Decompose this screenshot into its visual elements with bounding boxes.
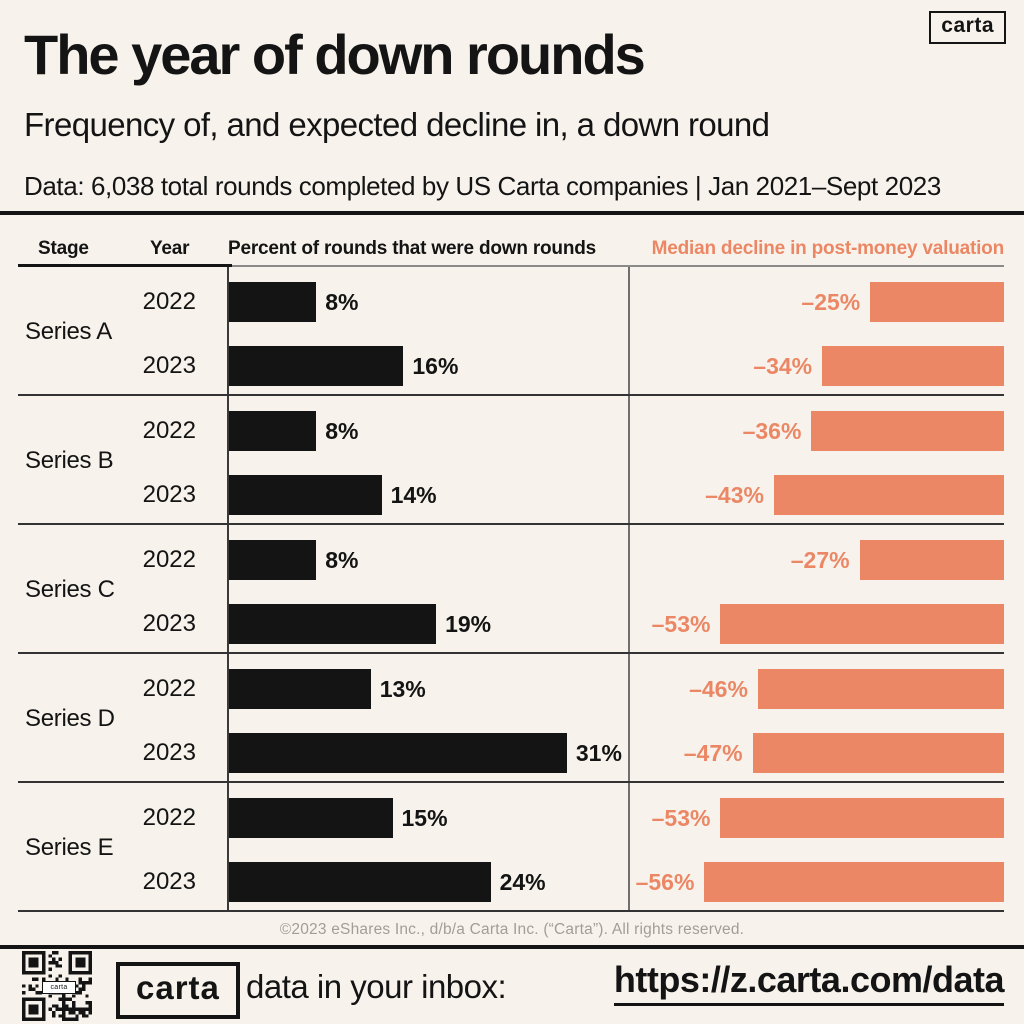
median-decline-bar: [822, 346, 1004, 386]
down-round-value: 14%: [390, 481, 437, 508]
year-label: 2023: [142, 610, 196, 637]
median-decline-bar: [720, 798, 1004, 838]
panel-divider-line: [628, 267, 630, 912]
median-decline-value: –47%: [683, 739, 743, 766]
year-label: 2023: [142, 868, 196, 895]
left-axis-line: [227, 267, 229, 912]
page-subtitle: Frequency of, and expected decline in, a…: [24, 106, 770, 143]
table-group: Series E 2022 15% –53% 2023 24% –56%: [0, 783, 1024, 912]
median-decline-value: –56%: [635, 868, 695, 895]
down-round-value: 8%: [325, 546, 359, 573]
stage-label: Series D: [25, 704, 115, 732]
down-round-bar: [229, 346, 404, 386]
stage-label: Series C: [25, 575, 115, 603]
median-decline-value: –34%: [753, 352, 813, 379]
down-round-value: 31%: [575, 739, 622, 766]
down-round-value: 8%: [325, 417, 359, 444]
table-group: Series B 2022 8% –36% 2023 14% –43%: [0, 396, 1024, 525]
stage-label: Series B: [25, 446, 114, 474]
row-divider: [18, 910, 1004, 912]
median-decline-bar: [720, 604, 1004, 644]
median-decline-bar: [773, 475, 1004, 515]
stage-label: Series E: [25, 833, 114, 861]
median-decline-value: –53%: [651, 610, 711, 637]
year-label: 2022: [142, 417, 196, 444]
table-group: Series C 2022 8% –27% 2023 19% –53%: [0, 525, 1024, 654]
down-round-value: 15%: [401, 804, 448, 831]
header-underline-thin: [232, 265, 1004, 267]
median-decline-value: –46%: [689, 675, 748, 702]
down-round-bar: [229, 540, 317, 580]
median-decline-value: –25%: [801, 288, 861, 315]
data-source-note: Data: 6,038 total rounds completed by US…: [24, 171, 941, 201]
stage-label: Series A: [25, 317, 112, 345]
year-label: 2022: [142, 288, 196, 315]
median-decline-bar: [870, 282, 1004, 322]
column-header-down-rounds: Percent of rounds that were down rounds: [228, 238, 597, 259]
header-underline: [18, 264, 232, 267]
median-decline-bar: [811, 411, 1004, 451]
median-decline-bar: [704, 862, 1004, 902]
down-round-bar: [229, 604, 437, 644]
median-decline-value: –43%: [705, 481, 764, 508]
column-header-stage: Stage: [38, 238, 89, 259]
down-round-value: 24%: [499, 868, 546, 895]
newsletter-url-link[interactable]: https://z.carta.com/data: [613, 959, 1005, 1006]
median-decline-value: –36%: [742, 417, 802, 444]
down-round-bar: [229, 669, 371, 709]
year-label: 2022: [142, 804, 196, 831]
year-label: 2023: [142, 481, 196, 508]
newsletter-call-to-action: data in your inbox:: [246, 968, 507, 1005]
down-round-bar: [229, 862, 491, 902]
down-round-bar: [229, 798, 393, 838]
carta-logo-bottom: carta: [116, 962, 240, 1019]
carta-logo: carta: [929, 11, 1006, 44]
row-divider: [18, 394, 1004, 396]
page-title: The year of down rounds: [24, 23, 646, 86]
down-round-bar: [229, 475, 382, 515]
table-groups: Series A 2022 8% –25% 2023 16% –34% Series B 202…: [0, 267, 1024, 912]
median-decline-bar: [752, 733, 1004, 773]
table-group: Series D 2022 13% –46% 2023 31% –47%: [0, 654, 1024, 783]
year-label: 2022: [142, 675, 196, 702]
year-label: 2023: [142, 352, 196, 379]
top-divider: [0, 211, 1024, 215]
median-decline-bar: [757, 669, 1004, 709]
down-round-bar: [229, 282, 317, 322]
down-round-value: 19%: [445, 610, 492, 637]
median-decline-bar: [859, 540, 1004, 580]
row-divider: [18, 523, 1004, 525]
median-decline-value: –27%: [790, 546, 850, 573]
table-group: Series A 2022 8% –25% 2023 16% –34%: [0, 267, 1024, 396]
down-round-bar: [229, 733, 567, 773]
down-round-value: 13%: [379, 675, 426, 702]
down-round-value: 16%: [412, 352, 459, 379]
year-label: 2022: [142, 546, 196, 573]
down-round-value: 8%: [325, 288, 359, 315]
down-round-bar: [229, 411, 317, 451]
row-divider: [18, 781, 1004, 783]
qr-code-center-label: carta: [42, 981, 76, 994]
median-decline-value: –53%: [651, 804, 711, 831]
bottom-divider: [0, 945, 1024, 949]
copyright-text: ©2023 eShares Inc., d/b/a Carta Inc. (“C…: [279, 921, 745, 938]
column-header-year: Year: [150, 238, 190, 259]
year-label: 2023: [142, 739, 196, 766]
row-divider: [18, 652, 1004, 654]
column-header-median-decline: Median decline in post-money valuation: [651, 238, 1005, 259]
